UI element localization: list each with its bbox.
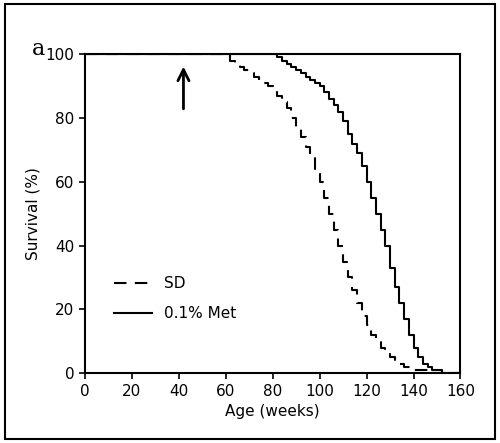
0.1% Met [345,119,351,124]
Line: SD: SD [85,54,460,373]
0.1% Met [340,109,346,114]
SD [82,51,88,57]
0.1% Met [326,96,332,101]
SD [260,77,266,82]
Text: a: a [32,38,46,60]
SD [458,370,464,376]
SD [382,345,388,350]
0.1% Met [438,370,444,376]
Legend: SD, 0.1% Met: SD, 0.1% Met [108,270,242,327]
SD [424,370,430,376]
0.1% Met [458,370,464,376]
X-axis label: Age (weeks): Age (weeks) [226,404,320,419]
SD [382,351,388,357]
0.1% Met [302,71,308,76]
SD [368,332,374,338]
0.1% Met [82,51,88,57]
Y-axis label: Survival (%): Survival (%) [25,167,40,260]
0.1% Met [326,90,332,95]
SD [373,338,379,344]
SD [228,58,234,63]
0.1% Met [364,179,370,184]
Line: 0.1% Met: 0.1% Met [85,54,460,373]
